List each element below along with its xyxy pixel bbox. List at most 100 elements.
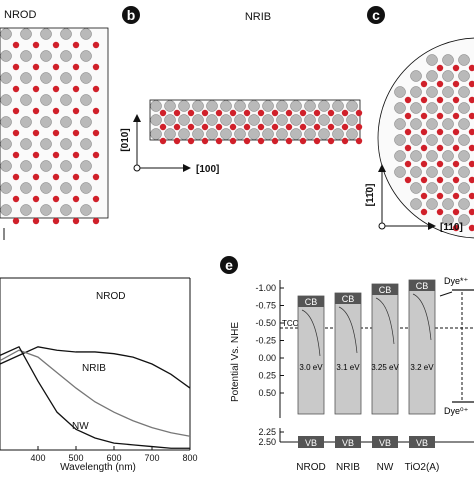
ti-atom (221, 115, 232, 126)
o-atom (73, 64, 79, 70)
unit-cell-a (0, 28, 108, 218)
o-atom (356, 110, 362, 116)
ti-atom (305, 129, 316, 140)
ti-atom (151, 129, 162, 140)
o-atom (13, 64, 19, 70)
o-atom (342, 138, 348, 144)
ti-atom (249, 115, 260, 126)
o-atom (33, 196, 39, 202)
ti-atom (21, 161, 32, 172)
o-atom (421, 97, 427, 103)
ti-atom (443, 183, 454, 194)
ti-atom (179, 129, 190, 140)
ti-atom (291, 115, 302, 126)
o-atom (93, 218, 99, 224)
ti-atom (459, 103, 470, 114)
dye-injection-arrow (440, 292, 452, 296)
o-atom (272, 138, 278, 144)
o-atom (258, 138, 264, 144)
ti-atom (443, 55, 454, 66)
o-atom (328, 110, 334, 116)
ti-atom (61, 139, 72, 150)
y-tick-label: -0.25 (255, 336, 276, 346)
band-gap-2 (372, 284, 398, 414)
o-atom (188, 138, 194, 144)
ti-atom (1, 139, 12, 150)
o-atom (33, 42, 39, 48)
tco-label: TCO (282, 319, 299, 328)
ti-atom (41, 205, 52, 216)
axis-010-head (133, 114, 141, 122)
y-tick-label: 0.50 (258, 388, 276, 398)
o-atom (453, 97, 459, 103)
ti-atom (459, 151, 470, 162)
ti-atom (395, 135, 406, 146)
axis-break (270, 418, 474, 428)
svg-text:c: c (372, 7, 380, 23)
o-atom (453, 161, 459, 167)
panel-a-title: NROD (4, 9, 36, 21)
o-atom (437, 161, 443, 167)
o-atom (160, 138, 166, 144)
panel-a: NROD (0, 9, 108, 240)
o-atom (93, 196, 99, 202)
cb-label: CB (305, 297, 318, 307)
ti-atom (179, 101, 190, 112)
ti-atom (61, 161, 72, 172)
o-atom (314, 138, 320, 144)
ti-atom (81, 205, 92, 216)
o-atom (202, 138, 208, 144)
o-atom (421, 209, 427, 215)
axis-110-label: [110] (440, 222, 463, 233)
ti-atom (459, 167, 470, 178)
ti-atom (347, 101, 358, 112)
ti-atom (427, 119, 438, 130)
ti-atom (165, 129, 176, 140)
o-atom (230, 124, 236, 130)
o-atom (421, 129, 427, 135)
o-atom (33, 130, 39, 136)
ti-atom (41, 51, 52, 62)
o-atom (314, 110, 320, 116)
ti-atom (319, 129, 330, 140)
o-atom (93, 152, 99, 158)
ti-atom (459, 135, 470, 146)
o-atom (244, 110, 250, 116)
ti-atom (61, 51, 72, 62)
ti-atom (1, 29, 12, 40)
ti-atom (41, 139, 52, 150)
o-atom (356, 138, 362, 144)
o-atom (160, 124, 166, 130)
axis-origin-c (379, 223, 385, 229)
o-atom (230, 138, 236, 144)
o-atom (174, 124, 180, 130)
ti-atom (61, 205, 72, 216)
o-atom (405, 129, 411, 135)
column-label: NW (377, 462, 394, 473)
o-atom (53, 108, 59, 114)
ti-atom (207, 101, 218, 112)
o-atom (421, 177, 427, 183)
ti-atom (333, 101, 344, 112)
ti-atom (333, 129, 344, 140)
panel-c: c [11̄0] [110] (365, 6, 474, 238)
ti-atom (81, 139, 92, 150)
panel-b-title: NRIB (245, 11, 271, 23)
ti-atom (395, 151, 406, 162)
o-atom (33, 64, 39, 70)
o-atom (244, 124, 250, 130)
o-atom (73, 196, 79, 202)
ti-atom (41, 95, 52, 106)
o-atom (53, 152, 59, 158)
ti-atom (427, 135, 438, 146)
ti-atom (291, 101, 302, 112)
band-gap-3 (409, 280, 435, 414)
y-tick-label: 2.25 (258, 427, 276, 437)
o-atom (286, 124, 292, 130)
o-atom (300, 138, 306, 144)
o-atom (73, 42, 79, 48)
ti-atom (61, 183, 72, 194)
o-atom (356, 124, 362, 130)
o-atom (216, 124, 222, 130)
ti-atom (427, 183, 438, 194)
